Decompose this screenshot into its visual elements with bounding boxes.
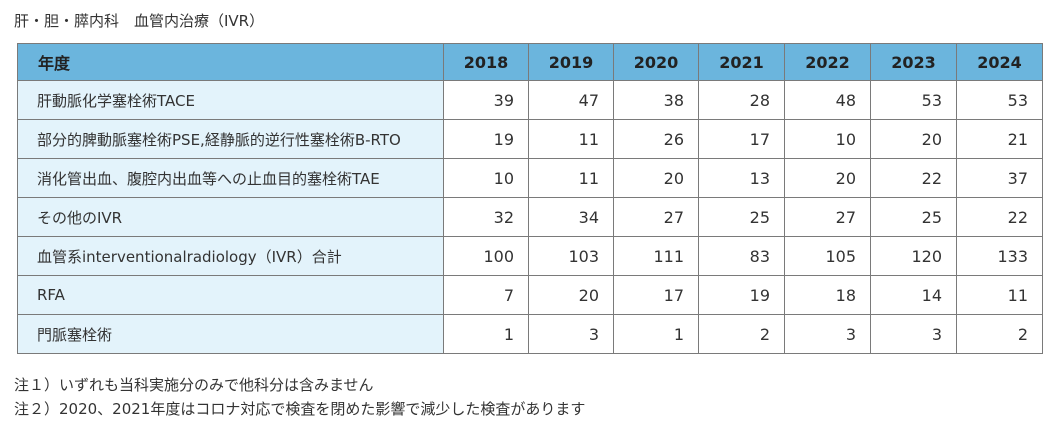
cell-value: 11 xyxy=(528,119,614,159)
cell-value: 17 xyxy=(698,119,785,159)
year-header: 2022 xyxy=(784,43,871,81)
cell-value: 103 xyxy=(528,236,614,276)
cell-value: 25 xyxy=(698,197,785,237)
table-row: 肝動脈化学塞栓術TACE 39 47 38 28 48 53 53 xyxy=(17,80,1043,120)
cell-value: 37 xyxy=(956,158,1043,198)
cell-value: 39 xyxy=(443,80,529,120)
table-row: RFA 7 20 17 19 18 14 11 xyxy=(17,275,1043,315)
cell-value: 111 xyxy=(613,236,699,276)
cell-value: 1 xyxy=(613,314,699,354)
table-row: 消化管出血、腹腔内出血等への止血目的塞栓術TAE 10 11 20 13 20 … xyxy=(17,158,1043,198)
cell-value: 53 xyxy=(870,80,957,120)
cell-value: 47 xyxy=(528,80,614,120)
cell-value: 17 xyxy=(613,275,699,315)
year-header: 2019 xyxy=(528,43,614,81)
cell-value: 53 xyxy=(956,80,1043,120)
cell-value: 1 xyxy=(443,314,529,354)
cell-value: 11 xyxy=(528,158,614,198)
cell-value: 19 xyxy=(443,119,529,159)
cell-value: 100 xyxy=(443,236,529,276)
year-header: 2021 xyxy=(698,43,785,81)
cell-value: 20 xyxy=(784,158,871,198)
section-title: 肝・胆・膵内科 血管内治療（IVR） xyxy=(14,12,265,30)
table-row: 部分的脾動脈塞栓術PSE,経静脈的逆行性塞栓術B-RTO 19 11 26 17… xyxy=(17,119,1043,159)
row-label: 血管系interventionalradiology（IVR）合計 xyxy=(17,236,444,276)
cell-value: 20 xyxy=(870,119,957,159)
cell-value: 11 xyxy=(956,275,1043,315)
cell-value: 14 xyxy=(870,275,957,315)
table-row: その他のIVR 32 34 27 25 27 25 22 xyxy=(17,197,1043,237)
row-label: 消化管出血、腹腔内出血等への止血目的塞栓術TAE xyxy=(17,158,444,198)
cell-value: 7 xyxy=(443,275,529,315)
row-label: 門脈塞栓術 xyxy=(17,314,444,354)
row-label: 部分的脾動脈塞栓術PSE,経静脈的逆行性塞栓術B-RTO xyxy=(17,119,444,159)
cell-value: 3 xyxy=(870,314,957,354)
cell-value: 18 xyxy=(784,275,871,315)
header-row: 年度 2018 2019 2020 2021 2022 2023 2024 xyxy=(17,43,1043,81)
cell-value: 13 xyxy=(698,158,785,198)
ivr-table: 年度 2018 2019 2020 2021 2022 2023 2024 肝動… xyxy=(17,43,1043,354)
cell-value: 27 xyxy=(613,197,699,237)
footnote-2: 注２）2020、2021年度はコロナ対応で検査を閉めた影響で減少した検査がありま… xyxy=(14,400,586,418)
cell-value: 48 xyxy=(784,80,871,120)
cell-value: 28 xyxy=(698,80,785,120)
cell-value: 25 xyxy=(870,197,957,237)
cell-value: 20 xyxy=(528,275,614,315)
year-header: 2023 xyxy=(870,43,957,81)
cell-value: 3 xyxy=(528,314,614,354)
cell-value: 2 xyxy=(698,314,785,354)
cell-value: 34 xyxy=(528,197,614,237)
footnotes: 注１）いずれも当科実施分のみで他科分は含みません 注２）2020、2021年度は… xyxy=(14,373,585,421)
footnote-1: 注１）いずれも当科実施分のみで他科分は含みません xyxy=(14,376,374,394)
cell-value: 3 xyxy=(784,314,871,354)
cell-value: 83 xyxy=(698,236,785,276)
year-header: 2020 xyxy=(613,43,699,81)
cell-value: 32 xyxy=(443,197,529,237)
cell-value: 19 xyxy=(698,275,785,315)
cell-value: 10 xyxy=(443,158,529,198)
cell-value: 20 xyxy=(613,158,699,198)
table-row: 門脈塞栓術 1 3 1 2 3 3 2 xyxy=(17,314,1043,354)
header-label: 年度 xyxy=(17,43,444,81)
cell-value: 26 xyxy=(613,119,699,159)
cell-value: 22 xyxy=(870,158,957,198)
table-row: 血管系interventionalradiology（IVR）合計 100 10… xyxy=(17,236,1043,276)
cell-value: 22 xyxy=(956,197,1043,237)
cell-value: 120 xyxy=(870,236,957,276)
cell-value: 2 xyxy=(956,314,1043,354)
cell-value: 133 xyxy=(956,236,1043,276)
year-header: 2024 xyxy=(956,43,1043,81)
cell-value: 105 xyxy=(784,236,871,276)
row-label: RFA xyxy=(17,275,444,315)
row-label: その他のIVR xyxy=(17,197,444,237)
cell-value: 38 xyxy=(613,80,699,120)
cell-value: 27 xyxy=(784,197,871,237)
cell-value: 10 xyxy=(784,119,871,159)
year-header: 2018 xyxy=(443,43,529,81)
row-label: 肝動脈化学塞栓術TACE xyxy=(17,80,444,120)
cell-value: 21 xyxy=(956,119,1043,159)
